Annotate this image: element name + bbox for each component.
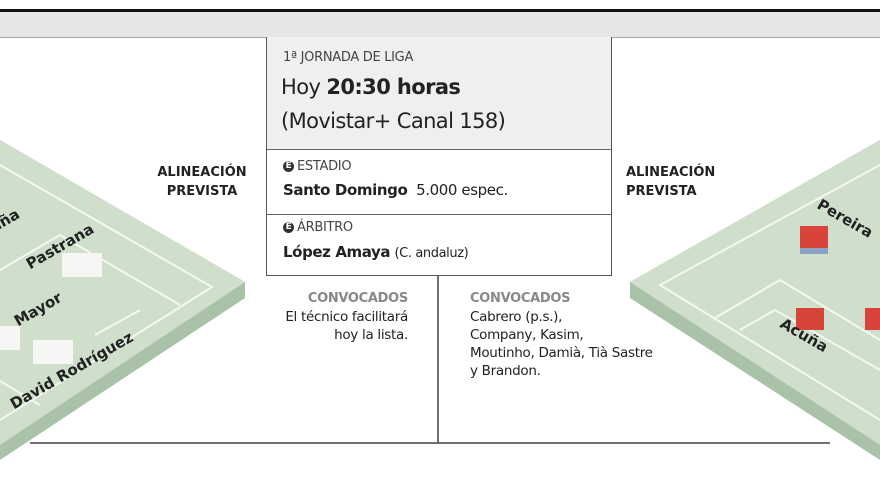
referee-name: López Amaya — [283, 243, 391, 261]
referee-section: E ÁRBITRO López Amaya (C. andaluz) — [267, 215, 611, 275]
player-kit — [800, 226, 828, 248]
match-info-box: 1ª JORNADA DE LIGA Hoy 20:30 horas (Movi… — [266, 37, 612, 276]
e-icon: E — [283, 222, 294, 233]
player-kit — [796, 308, 824, 330]
home-lineup-label: ALINEACIÓN PREVISTA — [157, 165, 247, 199]
player-kit — [62, 253, 102, 277]
away-lineup-label: ALINEACIÓN PREVISTA — [626, 165, 716, 199]
round-label: 1ª JORNADA DE LIGA — [283, 50, 414, 65]
home-squad: CONVOCADOS El técnico facilitará hoy la li… — [285, 291, 408, 343]
away-squad: CONVOCADOS Cabrero (p.s.), Company, Kasim,… — [470, 291, 653, 379]
match-time-section: 1ª JORNADA DE LIGA Hoy 20:30 horas (Movi… — [267, 37, 611, 150]
stadium-capacity: 5.000 espec. — [416, 181, 508, 199]
match-time: 20:30 horas — [326, 75, 461, 99]
stadium-name: Santo Domingo — [283, 181, 408, 199]
time-prefix: Hoy — [281, 75, 321, 99]
player-kit — [0, 326, 20, 350]
referee-label: ÁRBITRO — [297, 220, 353, 235]
player-kit — [865, 308, 880, 330]
stadium-section: E ESTADIO Santo Domingo 5.000 espec. — [267, 150, 611, 215]
home-pitch — [0, 140, 245, 460]
stadium-label: ESTADIO — [297, 159, 352, 174]
top-rule — [0, 9, 880, 12]
player-kit — [33, 340, 73, 364]
referee-region: (C. andaluz) — [394, 246, 469, 261]
e-icon: E — [283, 161, 294, 172]
broadcast: (Movistar+ Canal 158) — [281, 109, 506, 133]
away-pitch — [630, 140, 880, 460]
